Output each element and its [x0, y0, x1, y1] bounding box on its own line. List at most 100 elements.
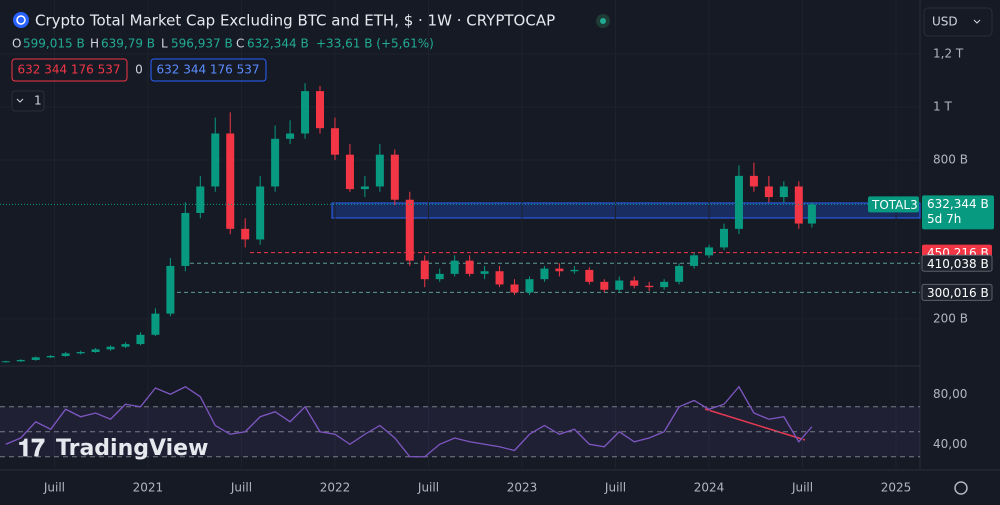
candle-body	[91, 349, 100, 353]
ohlc-key: C	[236, 37, 244, 51]
change: +33,61 B (+5,61%)	[316, 37, 434, 51]
chevron	[973, 19, 981, 24]
candle-body	[495, 271, 504, 285]
divergence-line	[704, 408, 806, 441]
currency-button[interactable]	[923, 7, 993, 37]
rsi-line	[5, 385, 813, 458]
settings-button[interactable]	[954, 481, 968, 495]
candle-body	[241, 228, 250, 240]
symbol-tag-label: TOTAL3	[871, 198, 918, 212]
x-tick-label: Juill	[791, 481, 813, 495]
input-value: 0	[135, 63, 143, 77]
candle-body	[719, 228, 728, 248]
candle-body	[151, 313, 160, 335]
level-label: 410,038 B	[927, 257, 989, 271]
candle-body	[121, 344, 130, 347]
input-box[interactable]	[150, 58, 267, 82]
ohlc-value: 596,937 B	[171, 37, 233, 51]
collapse-button[interactable]	[11, 90, 45, 112]
plot: Juill 2021 Juill 2022 Juill 2023 Juill 2024 Juil…	[0, 46, 994, 495]
countdown: 5d 7h	[927, 212, 961, 226]
last-price-tag	[922, 195, 994, 230]
x-tick-label: 2023	[507, 481, 538, 495]
candle-body	[510, 284, 519, 293]
x-tick-label: 2024	[694, 481, 725, 495]
x-tick-label: Juill	[43, 481, 65, 495]
title: Crypto Total Market Cap Excluding BTC an…	[35, 12, 555, 30]
ohlc-key: H	[90, 37, 99, 51]
candle-body	[420, 260, 429, 280]
y-tick-label: 1,2 T	[933, 47, 964, 61]
input-box[interactable]	[11, 58, 128, 82]
y-tick-label: 800 B	[933, 152, 968, 166]
candle-body	[555, 268, 564, 272]
candle-body	[764, 186, 773, 198]
candle-body	[615, 280, 624, 290]
candle-body	[540, 268, 549, 280]
candle-body	[286, 133, 295, 139]
candle-body	[600, 281, 609, 290]
candle-body	[181, 212, 190, 266]
ohlc-key: L	[161, 37, 168, 51]
candle-body	[480, 271, 489, 274]
candle-body	[330, 128, 339, 155]
candle-body	[630, 280, 639, 286]
candle-body	[360, 186, 369, 190]
ohlc-value: 599,015 B	[23, 37, 85, 51]
candle-body	[675, 265, 684, 282]
candle-body	[585, 269, 594, 282]
candle-body	[779, 186, 788, 198]
x-tick-label: Juill	[604, 481, 626, 495]
y-tick-label: 40,00	[933, 437, 967, 451]
candle-body	[16, 359, 25, 362]
candle-body	[375, 154, 384, 187]
candle-body	[166, 265, 175, 314]
candle-body	[226, 133, 235, 229]
candle-body	[211, 133, 220, 187]
candle-body	[390, 154, 399, 200]
candle-body	[734, 175, 743, 229]
x-tick-label: 2021	[133, 481, 164, 495]
candle-body	[450, 260, 459, 274]
level-tag	[921, 283, 993, 301]
symbol-icon-mark	[16, 15, 26, 25]
candle-body	[794, 186, 803, 224]
candle-body	[1, 361, 10, 363]
input-value: 632 344 176 537	[17, 63, 120, 77]
candle-body	[807, 204, 816, 224]
ohlc-value: 632,344 B	[247, 37, 309, 51]
y-tick-label: 80,00	[933, 387, 967, 401]
y-tick-label: 1 T	[933, 100, 952, 114]
candle-body	[435, 273, 444, 280]
ohlc-value: 639,79 B	[101, 37, 155, 51]
watermark-logo: 𝟏𝟕	[18, 434, 45, 462]
candle-body	[61, 353, 70, 356]
y-tick-label: 200 B	[933, 311, 968, 325]
collapse-count: 1	[34, 94, 42, 108]
candle-body	[301, 91, 310, 134]
x-tick-label: 2025	[881, 481, 912, 495]
candle-body	[106, 346, 115, 350]
level-label: 300,016 B	[927, 286, 989, 300]
candle-body	[645, 285, 654, 288]
candle-body	[690, 255, 699, 266]
candle-body	[660, 281, 669, 288]
candle-body	[196, 186, 205, 213]
candle-body	[46, 355, 55, 358]
zone	[331, 202, 921, 219]
watermark: TradingView	[56, 436, 208, 461]
ohlc-key: O	[12, 37, 21, 51]
candle-body	[465, 260, 474, 274]
input-value: 632 344 176 537	[156, 63, 259, 77]
candle-body	[405, 199, 414, 261]
candle-body	[31, 357, 40, 360]
candle-body	[749, 175, 758, 187]
candle-body	[525, 279, 534, 293]
last-price-label: 632,344 B	[927, 197, 989, 211]
candle-body	[570, 269, 579, 272]
chevron	[16, 98, 24, 103]
candle-body	[136, 334, 145, 345]
candle-body	[316, 91, 325, 129]
currency: USD	[932, 15, 958, 29]
